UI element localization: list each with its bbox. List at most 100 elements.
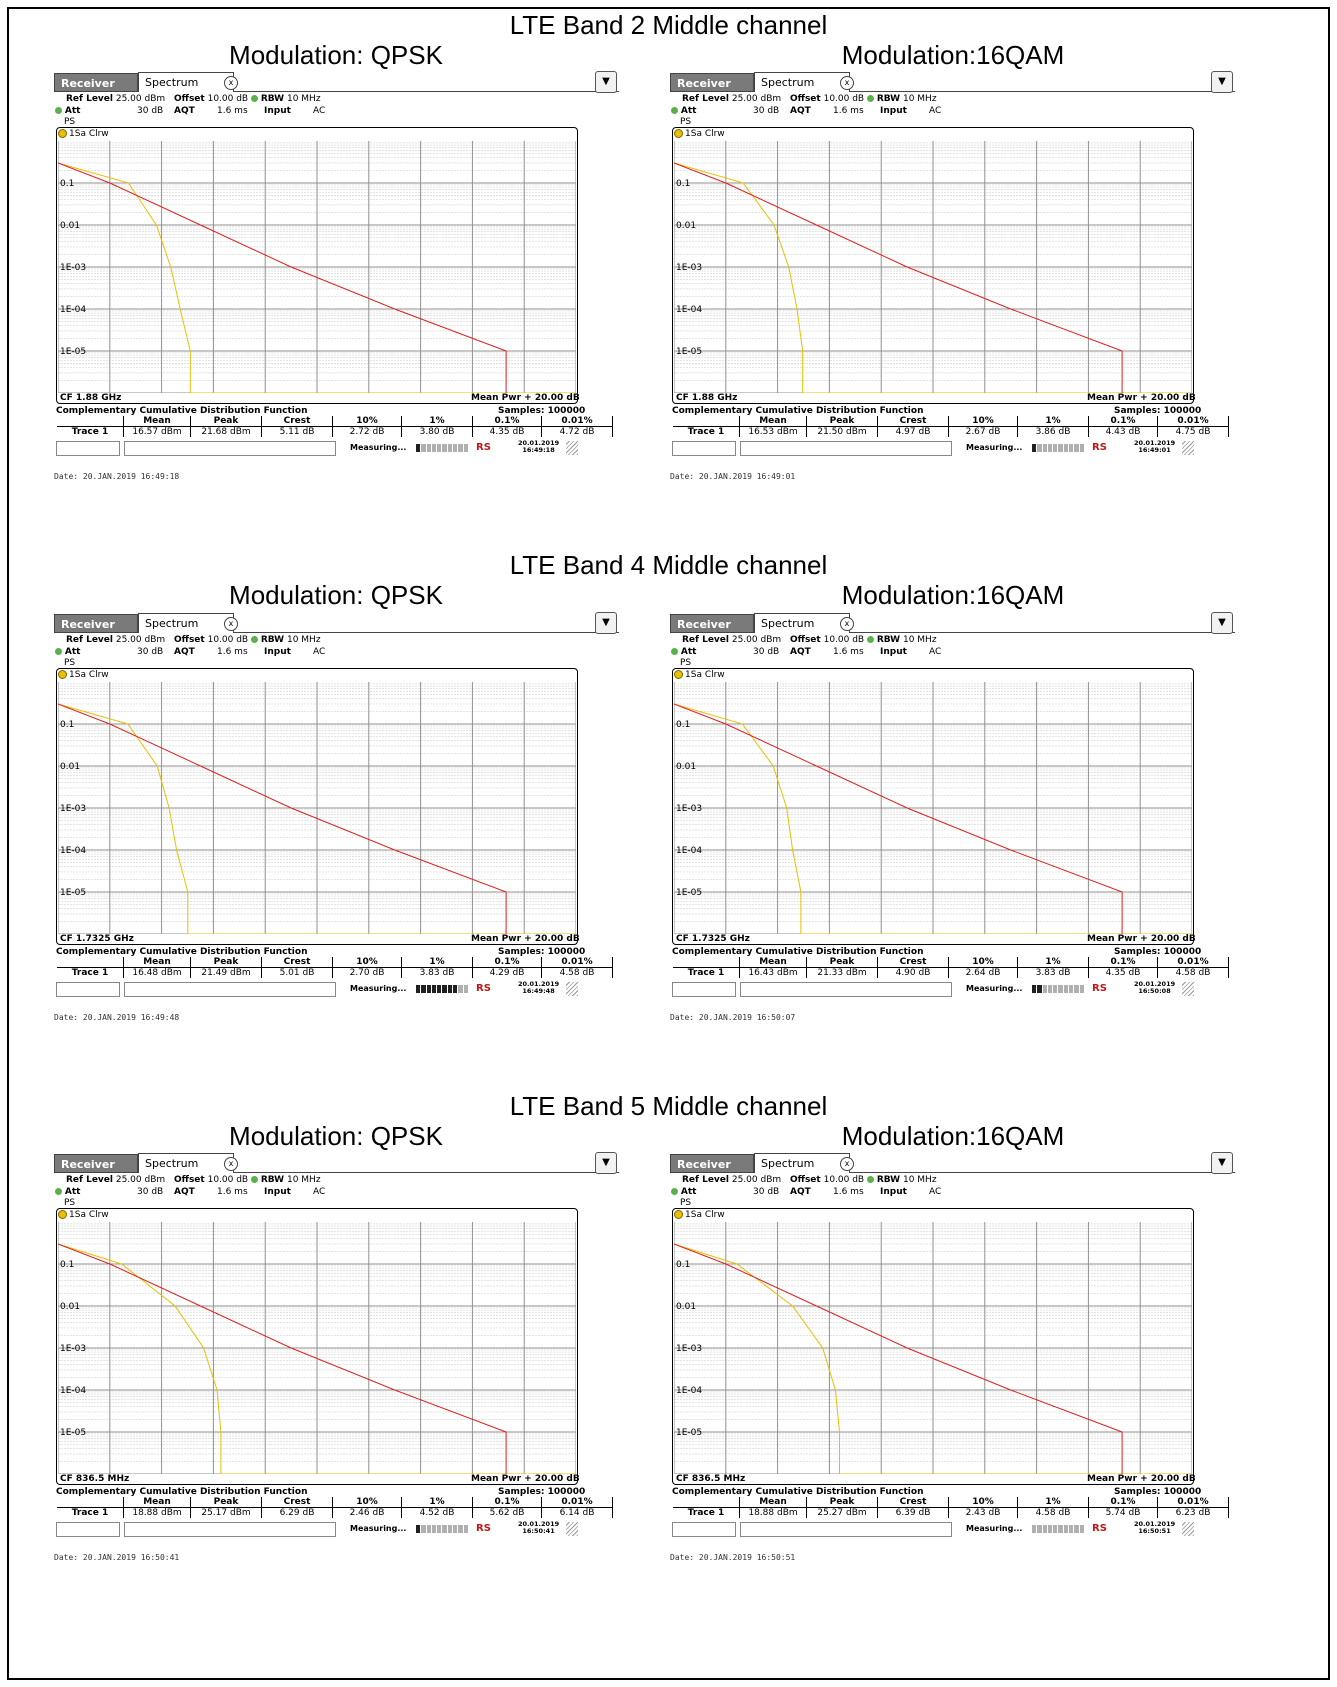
resize-grip-icon[interactable] <box>1182 441 1194 455</box>
close-icon[interactable]: x <box>840 76 854 90</box>
y-tick-label: 0.1 <box>60 179 74 189</box>
table-header-cell: 1% <box>1017 1497 1089 1508</box>
tab-receiver[interactable]: Receiver <box>54 73 138 92</box>
trace-window <box>672 127 1194 404</box>
resize-grip-icon[interactable] <box>1182 1522 1194 1536</box>
ccdf-trace-gaussian <box>58 1243 507 1474</box>
trace-label: 1Sa Clrw <box>58 129 109 139</box>
tab-spectrum-label: Spectrum <box>145 1157 199 1170</box>
close-icon[interactable]: x <box>224 617 238 631</box>
close-icon[interactable]: x <box>840 1157 854 1171</box>
tab-spectrum[interactable]: Spectrum <box>754 72 850 92</box>
ccdf-title: Complementary Cumulative Distribution Fu… <box>56 1487 308 1497</box>
meter-segment <box>416 985 421 993</box>
y-tick-label: 1E-03 <box>676 804 702 814</box>
meter-segment <box>1047 444 1053 452</box>
meter-segment <box>1032 1525 1037 1533</box>
offset-value: 10.00 dB <box>207 94 249 104</box>
table-header-cell: Crest <box>877 957 949 968</box>
table-header-cell: 10% <box>332 416 402 427</box>
meter-segment <box>453 985 458 993</box>
table-header-cell: 0.01% <box>541 416 613 427</box>
ccdf-trace-measured <box>58 162 576 393</box>
table-header-cell: 0.01% <box>1157 1497 1229 1508</box>
y-tick-label: 1E-05 <box>60 888 86 898</box>
table-cell: 5.01 dB <box>261 967 333 978</box>
meter-segment <box>1074 985 1079 993</box>
meter-segment <box>1079 985 1084 993</box>
tab-spectrum-label: Spectrum <box>145 76 199 89</box>
tab-receiver[interactable]: Receiver <box>670 1154 754 1173</box>
menu-icon[interactable]: ▼ <box>1211 612 1233 634</box>
menu-icon[interactable]: ▼ <box>595 1152 617 1174</box>
tab-receiver[interactable]: Receiver <box>670 614 754 633</box>
status-field <box>672 1522 736 1537</box>
table-cell: 5.62 dB <box>472 1507 542 1518</box>
capture-date: Date: 20.JAN.2019 16:49:01 <box>670 472 796 481</box>
results-table: Mean Peak Crest 10% 1% 0.1% 0.01% Trace 1 18.88… <box>673 1497 1229 1518</box>
trace-indicator-icon <box>674 1210 683 1219</box>
resize-grip-icon[interactable] <box>1182 982 1194 996</box>
divider <box>850 91 1235 92</box>
resize-grip-icon[interactable] <box>566 982 578 996</box>
y-tick-label: 0.1 <box>676 179 690 189</box>
analyzer-panel: Receiver Spectrum x ▼ Ref Level 25.00 dB… <box>670 612 1235 1054</box>
trace-indicator-icon <box>674 670 683 679</box>
section-title: LTE Band 4 Middle channel <box>509 550 828 580</box>
trace-indicator-icon <box>58 1210 67 1219</box>
y-tick-label: 0.01 <box>60 762 80 772</box>
menu-icon[interactable]: ▼ <box>1211 1152 1233 1174</box>
meter-segment <box>416 444 421 452</box>
y-tick-label: 1E-05 <box>60 1428 86 1438</box>
table-header-cell: 10% <box>948 957 1018 968</box>
close-icon[interactable]: x <box>224 1157 238 1171</box>
table-header-row: Mean Peak Crest 10% 1% 0.1% 0.01% <box>673 1497 1229 1508</box>
resize-grip-icon[interactable] <box>566 1522 578 1536</box>
section-title: LTE Band 5 Middle channel <box>509 1091 828 1121</box>
table-header-cell: Crest <box>877 1497 949 1508</box>
modulation-label: Modulation: QPSK <box>229 1121 443 1151</box>
menu-icon[interactable]: ▼ <box>1211 71 1233 93</box>
ccdf-title: Complementary Cumulative Distribution Fu… <box>56 947 308 957</box>
table-cell: 3.83 dB <box>1017 967 1089 978</box>
tab-spectrum[interactable]: Spectrum <box>138 72 234 92</box>
tab-spectrum[interactable]: Spectrum <box>138 613 234 633</box>
tab-spectrum[interactable]: Spectrum <box>754 613 850 633</box>
trace-indicator-icon <box>58 129 67 138</box>
table-cell: 25.27 dBm <box>806 1507 878 1518</box>
table-cell: 6.39 dB <box>877 1507 949 1518</box>
table-cell: 16.53 dBm <box>739 426 807 437</box>
ref-level-row: Ref Level 25.00 dBm <box>66 94 165 104</box>
close-icon[interactable]: x <box>224 76 238 90</box>
y-tick-label: 1E-03 <box>60 263 86 273</box>
tab-receiver[interactable]: Receiver <box>54 1154 138 1173</box>
att-value: 30 dB <box>137 106 164 116</box>
status-bar: Measuring... RS 20.01.2019 16:50:08 <box>672 981 1194 998</box>
capture-date: Date: 20.JAN.2019 16:50:41 <box>54 1553 180 1562</box>
table-header-cell: 0.01% <box>1157 416 1229 427</box>
att-label: Att <box>680 1187 697 1197</box>
table-header-cell: Peak <box>806 1497 878 1508</box>
tab-spectrum[interactable]: Spectrum <box>138 1153 234 1173</box>
menu-icon[interactable]: ▼ <box>595 612 617 634</box>
input-label: Input <box>264 647 291 657</box>
close-icon[interactable]: x <box>840 617 854 631</box>
offset-label: Offset <box>174 1175 205 1185</box>
meter-segment <box>463 985 468 993</box>
table-header-row: Mean Peak Crest 10% 1% 0.1% 0.01% <box>57 1497 613 1508</box>
status-dot-icon <box>671 1188 678 1195</box>
meter-segment <box>1069 985 1074 993</box>
aqt-label: AQT <box>174 106 195 116</box>
menu-icon[interactable]: ▼ <box>595 71 617 93</box>
table-header-cell <box>673 1497 740 1508</box>
tab-spectrum[interactable]: Spectrum <box>754 1153 850 1173</box>
tab-receiver[interactable]: Receiver <box>54 614 138 633</box>
trace-window <box>56 1208 578 1485</box>
resize-grip-icon[interactable] <box>566 441 578 455</box>
y-tick-label: 1E-05 <box>60 347 86 357</box>
tab-receiver[interactable]: Receiver <box>670 73 754 92</box>
offset-label: Offset <box>174 635 205 645</box>
trace-label: 1Sa Clrw <box>58 670 109 680</box>
table-header-cell: Mean <box>739 416 807 427</box>
center-frequency: CF 1.7325 GHz <box>676 934 750 944</box>
